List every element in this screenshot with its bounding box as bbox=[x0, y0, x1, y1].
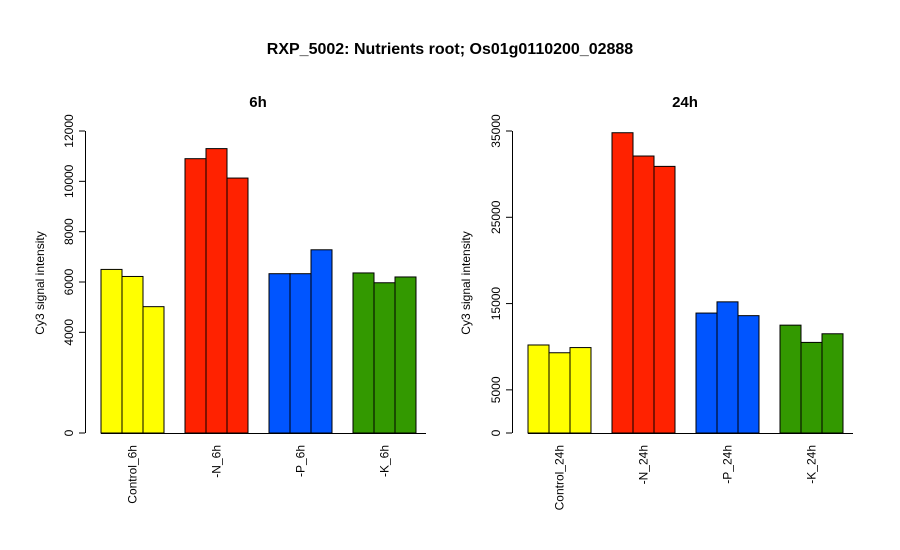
bar-Control_6h-rep1 bbox=[100, 268, 123, 434]
bar--K_24h-rep1 bbox=[779, 324, 802, 434]
category-labels-6h: Control_6h -N_6h -P_6h -K_6h bbox=[126, 445, 392, 504]
y-tick-label-25000: 25000 bbox=[489, 200, 503, 234]
y-tick-label-0: 0 bbox=[489, 429, 503, 436]
bar--P_24h-rep1 bbox=[695, 312, 718, 434]
bar--K_24h-rep3 bbox=[821, 333, 844, 434]
bar--K_6h-rep3 bbox=[394, 276, 417, 434]
bar--N_6h-rep3 bbox=[226, 177, 249, 434]
category-label--P_6h: -P_6h bbox=[294, 445, 308, 477]
y-tick-label-12000: 12000 bbox=[62, 114, 76, 148]
category-label-Control_6h: Control_6h bbox=[126, 445, 140, 504]
y-axis-label-6h: Cy3 signal intensity bbox=[33, 231, 47, 334]
y-tick-label-15000: 15000 bbox=[489, 287, 503, 321]
y-tick-label-4000: 4000 bbox=[62, 319, 76, 346]
bar--K_24h-rep2 bbox=[800, 341, 823, 434]
category-label--K_24h: -K_24h bbox=[805, 445, 819, 484]
panel-title-6h: 6h bbox=[249, 94, 267, 111]
bar--P_6h-rep1 bbox=[268, 273, 291, 434]
category-label--N_6h: -N_6h bbox=[210, 445, 224, 478]
bar-Control_6h-rep2 bbox=[121, 275, 144, 434]
category-label--P_24h: -P_24h bbox=[721, 445, 735, 484]
bar--P_24h-rep2 bbox=[716, 301, 739, 434]
bar--P_6h-rep3 bbox=[310, 249, 333, 434]
y-axis-label-24h: Cy3 signal intensity bbox=[459, 231, 473, 334]
y-tick-label-35000: 35000 bbox=[489, 114, 503, 148]
bar--K_6h-rep2 bbox=[373, 282, 396, 434]
bar--N_6h-rep2 bbox=[205, 148, 228, 434]
y-axis-24h: 0 5000 15000 25000 35000 bbox=[489, 114, 513, 436]
bar--K_6h-rep1 bbox=[352, 272, 375, 434]
panel-title-24h: 24h bbox=[672, 94, 698, 111]
bar--P_24h-rep3 bbox=[737, 315, 760, 434]
category-label--K_6h: -K_6h bbox=[378, 445, 392, 477]
y-tick-label-0: 0 bbox=[62, 429, 76, 436]
y-tick-label-8000: 8000 bbox=[62, 218, 76, 245]
bar--N_24h-rep3 bbox=[653, 165, 676, 434]
bar-Control_24h-rep1 bbox=[527, 344, 550, 434]
category-label--N_24h: -N_24h bbox=[637, 445, 651, 484]
panel-6h: 6h Cy3 signal intensity 0 4000 6000 8000 100… bbox=[33, 94, 426, 504]
main-title: RXP_5002: Nutrients root; Os01g0110200_0… bbox=[267, 41, 634, 58]
bar--N_24h-rep2 bbox=[632, 155, 655, 434]
bar-Control_24h-rep2 bbox=[548, 352, 571, 434]
category-labels-24h: Control_24h -N_24h -P_24h -K_24h bbox=[553, 445, 819, 510]
category-label-Control_24h: Control_24h bbox=[553, 445, 567, 510]
y-axis-6h: 0 4000 6000 8000 10000 12000 bbox=[62, 114, 86, 436]
bar--N_24h-rep1 bbox=[611, 132, 634, 434]
bar--N_6h-rep1 bbox=[184, 158, 207, 434]
bar-Control_24h-rep3 bbox=[569, 347, 592, 434]
y-tick-label-6000: 6000 bbox=[62, 268, 76, 295]
y-tick-label-10000: 10000 bbox=[62, 164, 76, 198]
bar--P_6h-rep2 bbox=[289, 273, 312, 434]
bar-Control_6h-rep3 bbox=[142, 306, 165, 434]
panel-24h: 24h Cy3 signal intensity 0 5000 15000 25000… bbox=[459, 94, 853, 510]
y-tick-label-5000: 5000 bbox=[489, 376, 503, 403]
bars-24h bbox=[527, 132, 853, 434]
bars-6h bbox=[100, 148, 426, 434]
